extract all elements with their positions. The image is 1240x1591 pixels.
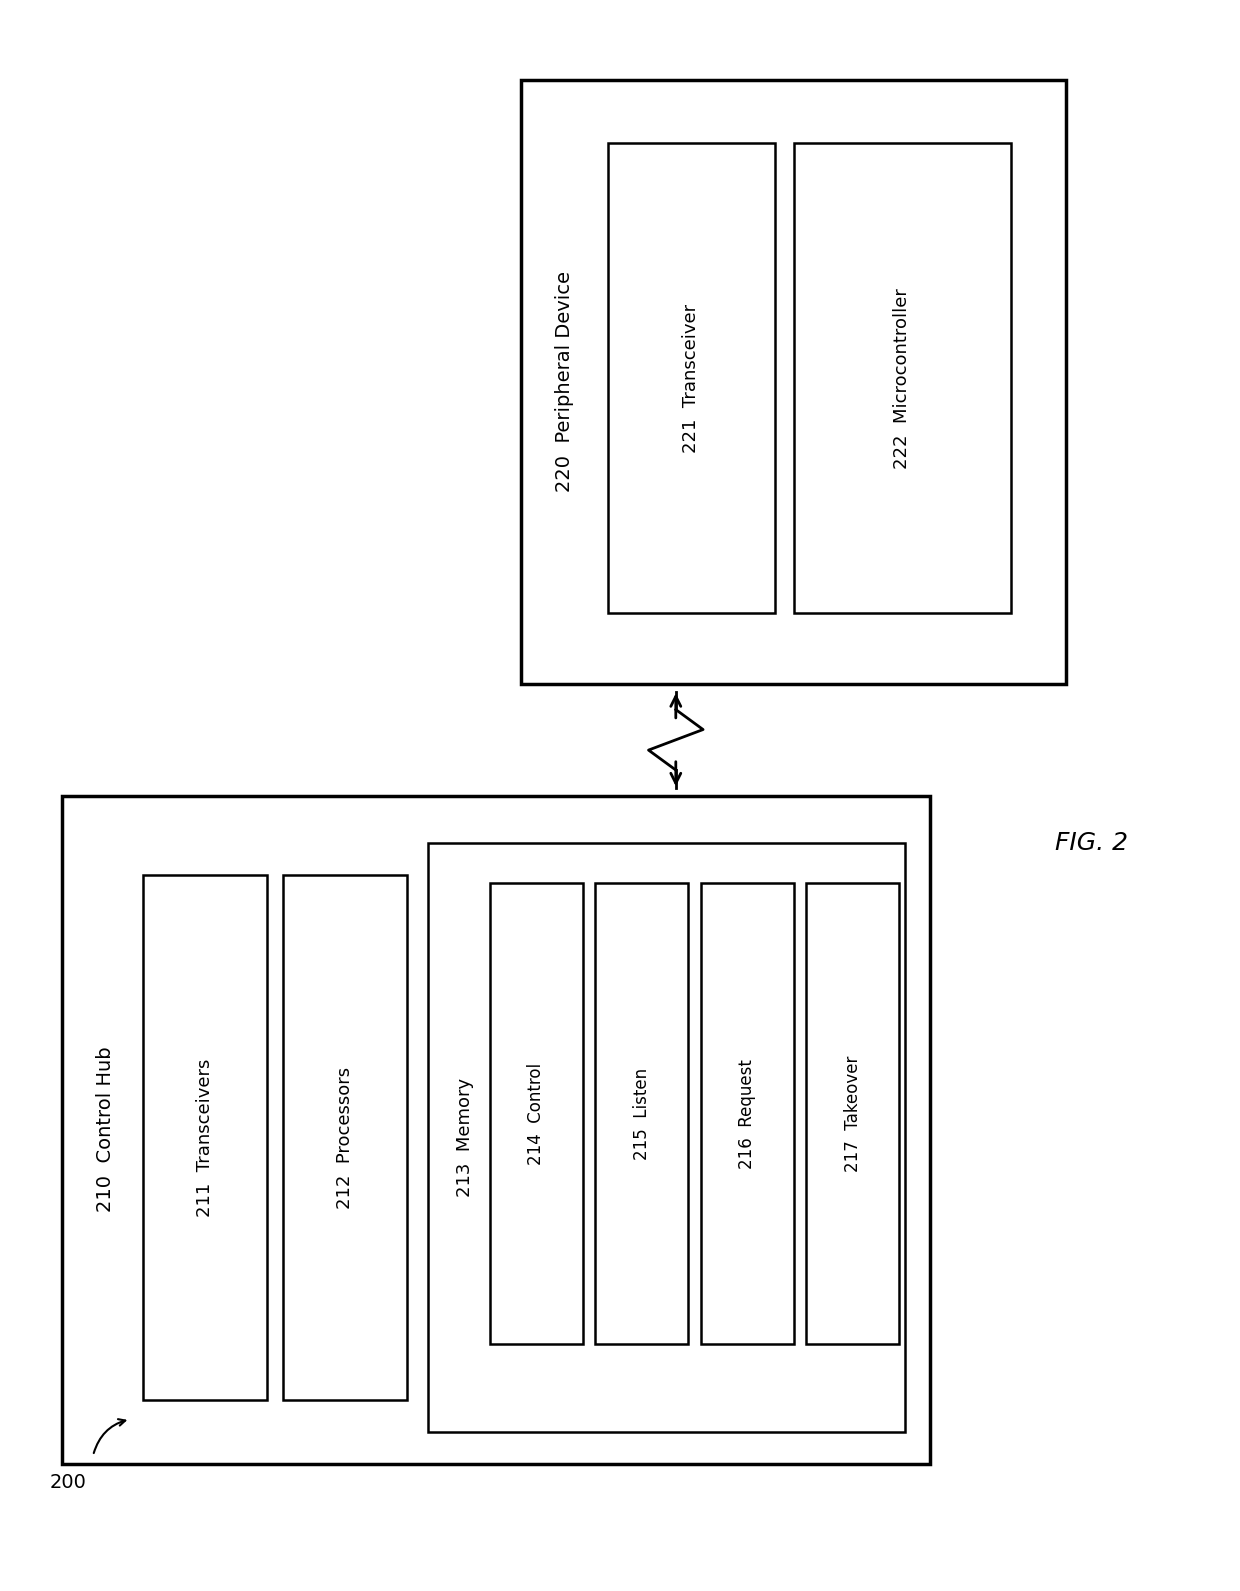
Bar <box>143 875 267 1400</box>
Text: 210  Control Hub: 210 Control Hub <box>95 1047 115 1212</box>
Bar <box>490 883 583 1344</box>
Text: 215  Listen: 215 Listen <box>632 1068 651 1160</box>
Text: 221  Transceiver: 221 Transceiver <box>682 304 701 453</box>
Bar <box>794 143 1011 613</box>
Bar <box>521 80 1066 684</box>
Text: 200: 200 <box>50 1473 87 1492</box>
Bar <box>62 796 930 1464</box>
Text: 212  Processors: 212 Processors <box>336 1066 353 1209</box>
Bar <box>283 875 407 1400</box>
Bar <box>701 883 794 1344</box>
Text: FIG. 2: FIG. 2 <box>1055 831 1127 856</box>
Bar <box>806 883 899 1344</box>
Text: 213  Memory: 213 Memory <box>456 1079 474 1196</box>
Text: 211  Transceivers: 211 Transceivers <box>196 1058 213 1217</box>
Text: 214  Control: 214 Control <box>527 1063 546 1165</box>
Text: 216  Request: 216 Request <box>738 1058 756 1169</box>
Bar <box>428 843 905 1432</box>
Bar <box>595 883 688 1344</box>
Bar <box>608 143 775 613</box>
Text: 222  Microcontroller: 222 Microcontroller <box>893 288 911 469</box>
Text: 220  Peripheral Device: 220 Peripheral Device <box>554 272 574 492</box>
Text: 217  Takeover: 217 Takeover <box>843 1055 862 1173</box>
